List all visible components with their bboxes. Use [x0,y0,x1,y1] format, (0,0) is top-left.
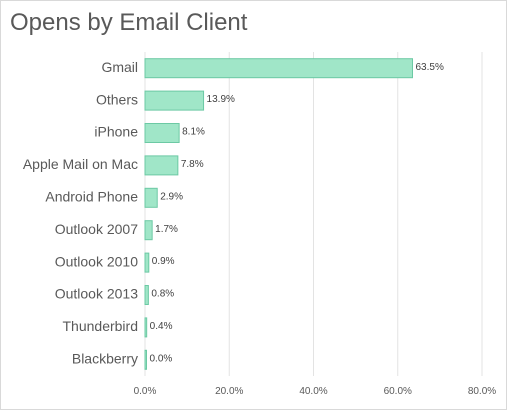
x-tick-label: 60.0% [384,386,412,397]
x-axis-tick-labels: 0.0% 20.0% 40.0% 60.0% 80.0% [134,386,497,397]
data-label: 13.9% [207,94,235,105]
data-label: 0.8% [151,289,174,300]
category-labels: Gmail Others iPhone Apple Mail on Mac Androi… [23,59,138,367]
bar [144,155,179,176]
data-label: 0.4% [150,321,173,332]
bar [144,285,149,305]
data-label: 63.5% [415,62,443,73]
category-label: Thunderbird [63,318,139,334]
data-label: 2.9% [160,191,183,202]
category-label: Outlook 2010 [55,253,138,269]
data-label: 0.9% [152,256,175,267]
bar [144,349,147,370]
bar [144,317,148,338]
bar [144,123,180,143]
bar [144,90,205,111]
bars [144,58,413,370]
bar [144,58,413,79]
x-tick-label: 80.0% [468,386,496,397]
data-label: 7.8% [181,159,204,170]
category-label: Gmail [101,59,138,75]
category-label: Outlook 2007 [55,221,138,237]
category-label: Others [96,91,138,107]
x-tick-label: 40.0% [299,386,327,397]
x-tick-label: 0.0% [134,386,157,397]
bar [144,220,153,241]
category-label: Android Phone [45,189,138,205]
bar [144,187,158,208]
x-tick-label: 20.0% [215,386,243,397]
data-label: 1.7% [155,224,178,235]
data-labels: 63.5% 13.9% 8.1% 7.8% 2.9% 1.7% 0.9% 0.8% 0.4% 0.… [150,62,444,365]
chart-title: Opens by Email Client [10,9,248,36]
category-label: Outlook 2013 [55,286,138,302]
category-label: Blackberry [72,351,138,367]
category-label: Apple Mail on Mac [23,156,138,172]
category-label: iPhone [94,124,138,140]
data-label: 8.1% [182,127,205,138]
bar [144,252,150,273]
data-label: 0.0% [150,353,173,364]
grid-lines [144,52,483,376]
